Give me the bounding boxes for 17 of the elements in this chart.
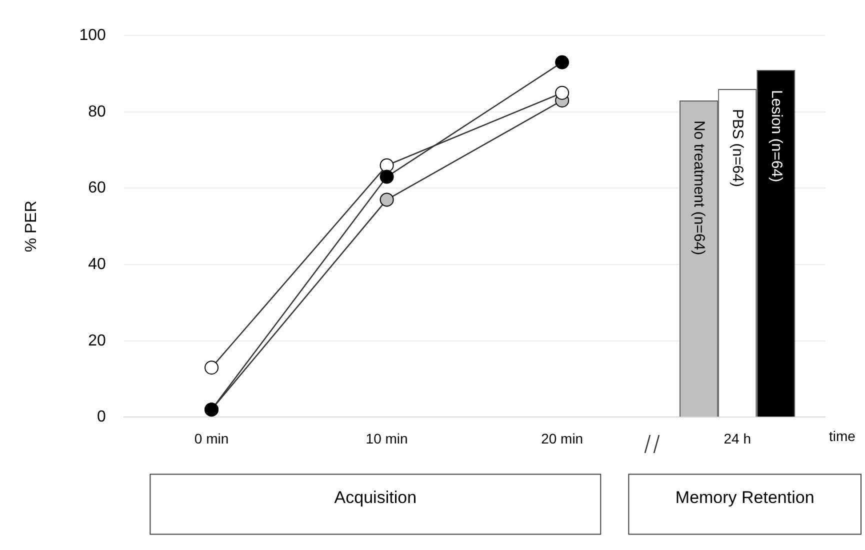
y-tick-label: 60 [88, 180, 106, 197]
x-axis-title: time [829, 428, 856, 444]
y-tick-label: 100 [79, 27, 106, 44]
series-label: Lesion (n=64) [768, 90, 785, 182]
y-tick-label: 80 [88, 103, 106, 120]
x-tick-label: 20 min [541, 430, 584, 446]
series-label: No treatment (n=64) [690, 120, 708, 256]
y-tick-label: 0 [96, 408, 106, 426]
text: Memory Retention [675, 488, 814, 507]
series-label: PBS (n=64) [729, 109, 746, 187]
x-tick-label: 10 min [366, 430, 408, 446]
y-tick-label: 20 [88, 332, 106, 350]
y-tick-label: 40 [88, 256, 106, 273]
y-axis-title: % PER [23, 200, 40, 252]
x-tick-label: 24 h [724, 430, 751, 446]
x-tick-label: 0 min [194, 430, 229, 446]
text: Acquisition [334, 488, 417, 507]
